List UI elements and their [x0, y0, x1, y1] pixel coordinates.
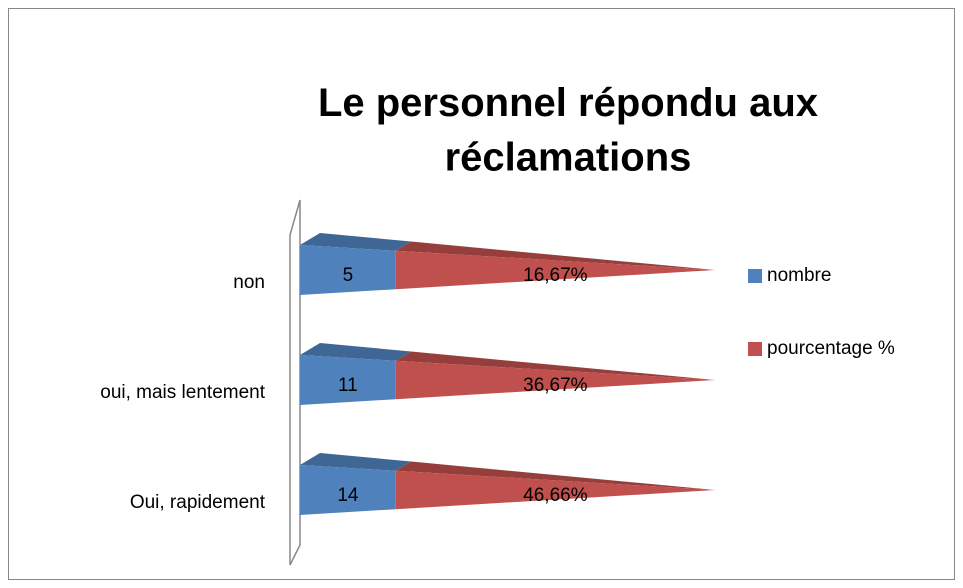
- bar-top: [300, 343, 412, 361]
- legend-swatch: [748, 342, 762, 356]
- category-label: non: [233, 272, 265, 293]
- bar: [395, 360, 715, 400]
- legend-label: pourcentage %: [767, 338, 895, 359]
- bar: [300, 245, 396, 295]
- bar: [300, 355, 396, 405]
- chart-title: réclamations: [445, 136, 692, 180]
- legend-swatch: [748, 269, 762, 283]
- axis-wall: [289, 199, 301, 566]
- bar-top: [395, 241, 715, 270]
- category-label: Oui, rapidement: [130, 492, 266, 513]
- data-label: 16,67%: [523, 265, 588, 286]
- bar-top: [300, 453, 412, 471]
- bar: [300, 465, 396, 515]
- bar-top: [395, 351, 715, 380]
- data-label: 46,66%: [523, 485, 588, 506]
- data-label: 14: [337, 485, 359, 506]
- data-label: 11: [338, 375, 358, 396]
- legend-label: nombre: [767, 265, 831, 286]
- category-label: oui, mais lentement: [100, 382, 265, 403]
- bar-top: [395, 461, 715, 490]
- bar: [395, 470, 715, 510]
- bar: [395, 250, 715, 290]
- data-label: 5: [343, 265, 354, 286]
- data-label: 36,67%: [523, 375, 588, 396]
- chart-title: Le personnel répondu aux: [318, 81, 818, 125]
- bar-top: [300, 233, 412, 251]
